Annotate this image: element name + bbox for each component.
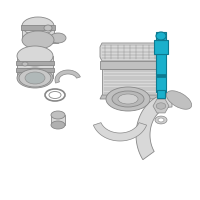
Ellipse shape bbox=[166, 91, 192, 109]
Ellipse shape bbox=[156, 103, 166, 109]
Bar bbox=[156, 54, 166, 92]
Ellipse shape bbox=[112, 91, 144, 107]
Polygon shape bbox=[93, 123, 147, 141]
Polygon shape bbox=[153, 99, 169, 113]
Ellipse shape bbox=[22, 31, 54, 49]
Bar bbox=[156, 74, 166, 77]
Polygon shape bbox=[38, 33, 58, 43]
Ellipse shape bbox=[118, 94, 138, 104]
Ellipse shape bbox=[106, 87, 150, 111]
Ellipse shape bbox=[51, 111, 65, 119]
Polygon shape bbox=[100, 43, 160, 61]
Polygon shape bbox=[55, 70, 80, 83]
Polygon shape bbox=[22, 26, 54, 40]
Bar bbox=[16, 68, 54, 72]
Bar bbox=[16, 61, 54, 65]
Ellipse shape bbox=[17, 46, 53, 66]
Polygon shape bbox=[17, 56, 53, 78]
Ellipse shape bbox=[158, 118, 164, 122]
Ellipse shape bbox=[155, 116, 167, 124]
Bar bbox=[157, 90, 165, 98]
Ellipse shape bbox=[156, 32, 166, 40]
Ellipse shape bbox=[51, 121, 65, 129]
Ellipse shape bbox=[50, 33, 66, 43]
Bar bbox=[51, 115, 65, 125]
Polygon shape bbox=[136, 93, 172, 160]
Ellipse shape bbox=[22, 62, 28, 66]
Bar bbox=[156, 32, 166, 40]
Polygon shape bbox=[100, 95, 160, 99]
Ellipse shape bbox=[17, 68, 53, 88]
Bar bbox=[154, 40, 168, 54]
Ellipse shape bbox=[22, 17, 54, 35]
Ellipse shape bbox=[19, 69, 51, 87]
Polygon shape bbox=[100, 61, 160, 69]
Bar bbox=[21, 25, 55, 30]
Polygon shape bbox=[102, 69, 158, 95]
Ellipse shape bbox=[25, 72, 45, 84]
Ellipse shape bbox=[44, 25, 52, 31]
